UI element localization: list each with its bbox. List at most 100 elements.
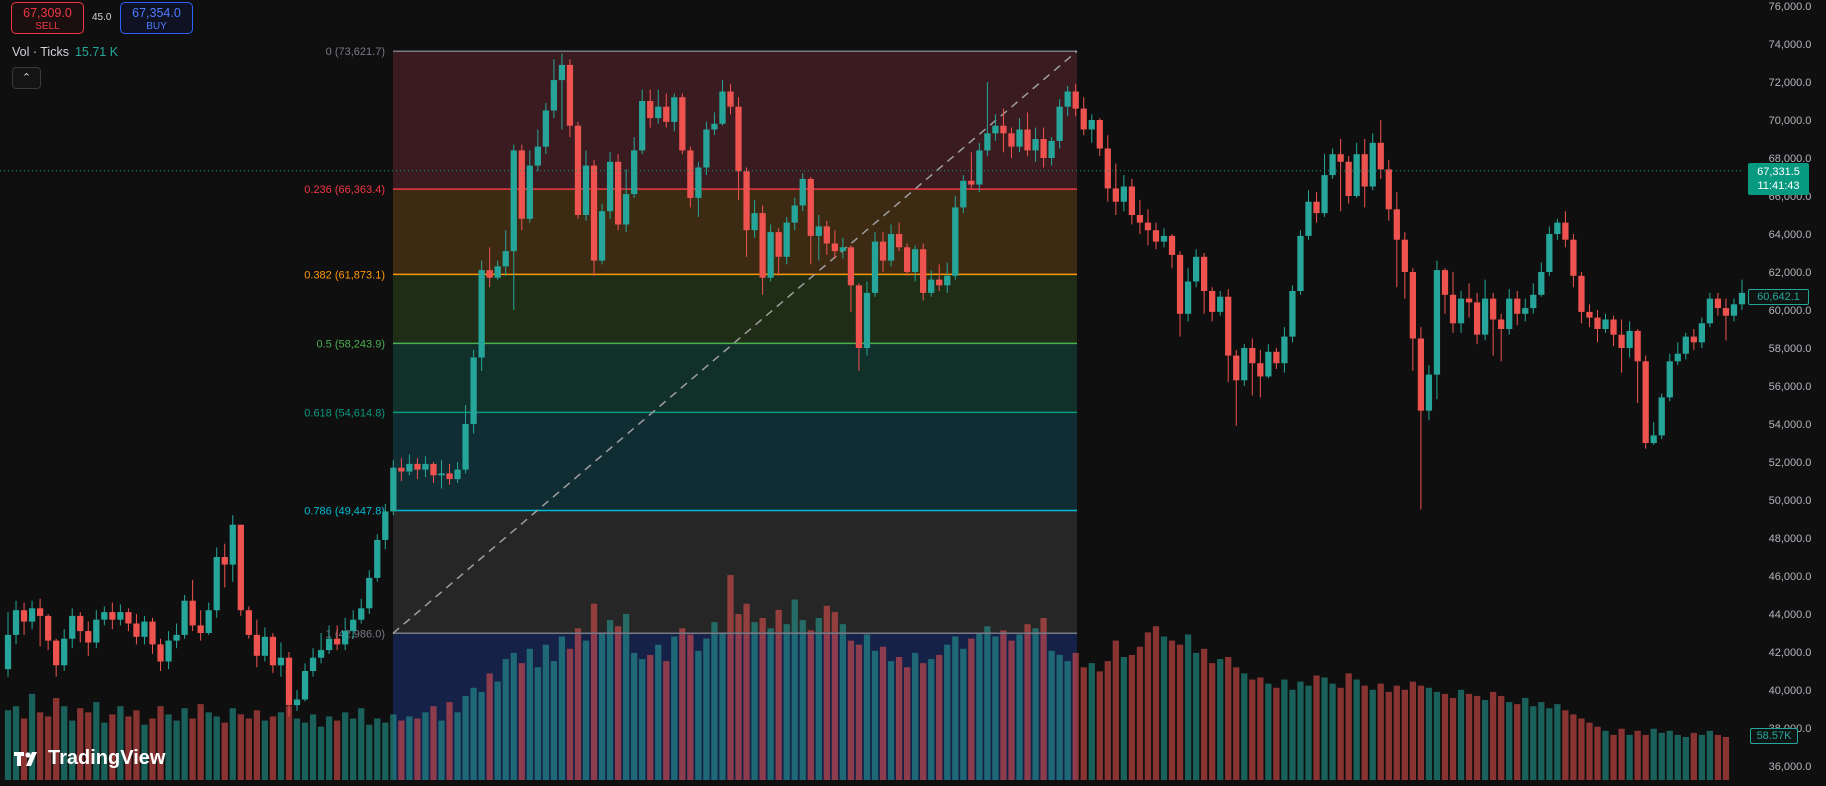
candle-body (719, 91, 726, 124)
volume-bar (751, 622, 758, 780)
volume-bar (430, 706, 437, 780)
sell-button[interactable]: 67,309.0 SELL (11, 2, 84, 34)
candle-body (1040, 139, 1047, 158)
candle-body (478, 270, 485, 358)
candle-body (1417, 338, 1425, 411)
candle-body (1128, 186, 1136, 215)
candle-body (671, 97, 678, 122)
price-axis-tick: 44,000.0 (1769, 609, 1812, 621)
candle-body (414, 463, 421, 470)
volume-bar (582, 640, 590, 780)
volume-bar (550, 661, 558, 780)
buy-button[interactable]: 67,354.0 BUY (120, 2, 193, 34)
volume-bar (1144, 632, 1152, 780)
volume-bar (334, 720, 341, 780)
candle-body (93, 619, 100, 643)
volume-bar (101, 722, 108, 780)
chevron-up-icon[interactable]: ⌃ (12, 67, 41, 89)
volume-bar (1080, 667, 1087, 780)
candle-body (1088, 120, 1095, 130)
candle-body (895, 234, 903, 248)
candle-body (85, 631, 92, 643)
candle-body (1241, 348, 1248, 381)
candle-body (374, 539, 381, 578)
candle-body (157, 644, 164, 662)
fib-level-label: 0.618 (54,614.8) (304, 407, 385, 419)
volume-bar (879, 646, 887, 780)
volume-bar (1176, 644, 1184, 780)
candle-body (1305, 201, 1312, 236)
candle-body (1168, 235, 1176, 255)
fib-level-label: 0.382 (61,873.1) (304, 269, 385, 281)
volume-bar (815, 618, 822, 780)
candle-body (590, 165, 598, 261)
brand-name: TradingView (48, 747, 166, 769)
candle-body (944, 275, 951, 286)
candle-body (1000, 125, 1007, 134)
volume-bar (1273, 687, 1280, 780)
candle-body (149, 621, 156, 645)
volume-bar (1658, 732, 1665, 780)
candle-body (1201, 256, 1208, 291)
volume-bar (1570, 714, 1577, 780)
candle-body (1441, 270, 1449, 295)
candle-body (1506, 298, 1513, 329)
candle-body (606, 161, 614, 212)
candle-body (1056, 106, 1063, 141)
candle-body (623, 194, 630, 225)
candle-body (342, 631, 349, 645)
candle-body (1594, 317, 1601, 329)
candle-body (952, 207, 959, 276)
volume-bar (269, 716, 277, 780)
candle-body (566, 64, 574, 126)
volume-bar (936, 654, 943, 780)
candle-body (69, 615, 76, 639)
candle-body (1626, 330, 1633, 348)
candle-body (1570, 239, 1577, 276)
candle-body (1385, 169, 1392, 210)
volume-bar (309, 714, 317, 780)
candle-body (1080, 108, 1087, 130)
volume-bar (1626, 734, 1633, 780)
volume-bar (277, 712, 285, 780)
volume-bar (606, 620, 614, 780)
candle-body (261, 636, 269, 656)
price-axis-tick: 68,000.0 (1769, 153, 1812, 165)
volume-bar (695, 650, 702, 780)
candle-body (1465, 298, 1473, 303)
volume-bar (390, 714, 397, 780)
price-axis-tick: 76,000.0 (1769, 1, 1812, 13)
volume-bar (414, 718, 421, 780)
volume-bar (1506, 702, 1513, 780)
candle-body (269, 636, 277, 666)
candle-body (1353, 154, 1360, 196)
candle-body (406, 463, 413, 472)
fib-zone-0.382 (393, 274, 1077, 344)
volume-bar (253, 710, 260, 780)
volume-bar (366, 724, 373, 780)
candle-body (1369, 142, 1376, 187)
volume-bar (807, 630, 814, 780)
volume-bar (1530, 706, 1537, 780)
sell-price: 67,309.0 (23, 6, 72, 20)
volume-bar (1385, 691, 1392, 780)
volume-bar (285, 706, 293, 780)
candle-body (1217, 296, 1224, 312)
candle-body (229, 524, 236, 565)
volume-bar (189, 718, 196, 780)
candle-body (799, 178, 806, 206)
volume-bar (944, 644, 951, 780)
volume-bar (1714, 734, 1722, 780)
candle-body (61, 638, 68, 666)
candle-body (1425, 374, 1433, 411)
candle-body (1281, 336, 1288, 364)
candle-body (839, 247, 847, 252)
volume-bar (1377, 683, 1384, 780)
candle-body (1538, 272, 1545, 295)
volume-bar (687, 634, 694, 780)
volume-bar (229, 708, 236, 780)
candle-body (101, 612, 108, 620)
current-price-value: 67,331.5 (1757, 166, 1800, 178)
volume-bar (494, 681, 501, 780)
